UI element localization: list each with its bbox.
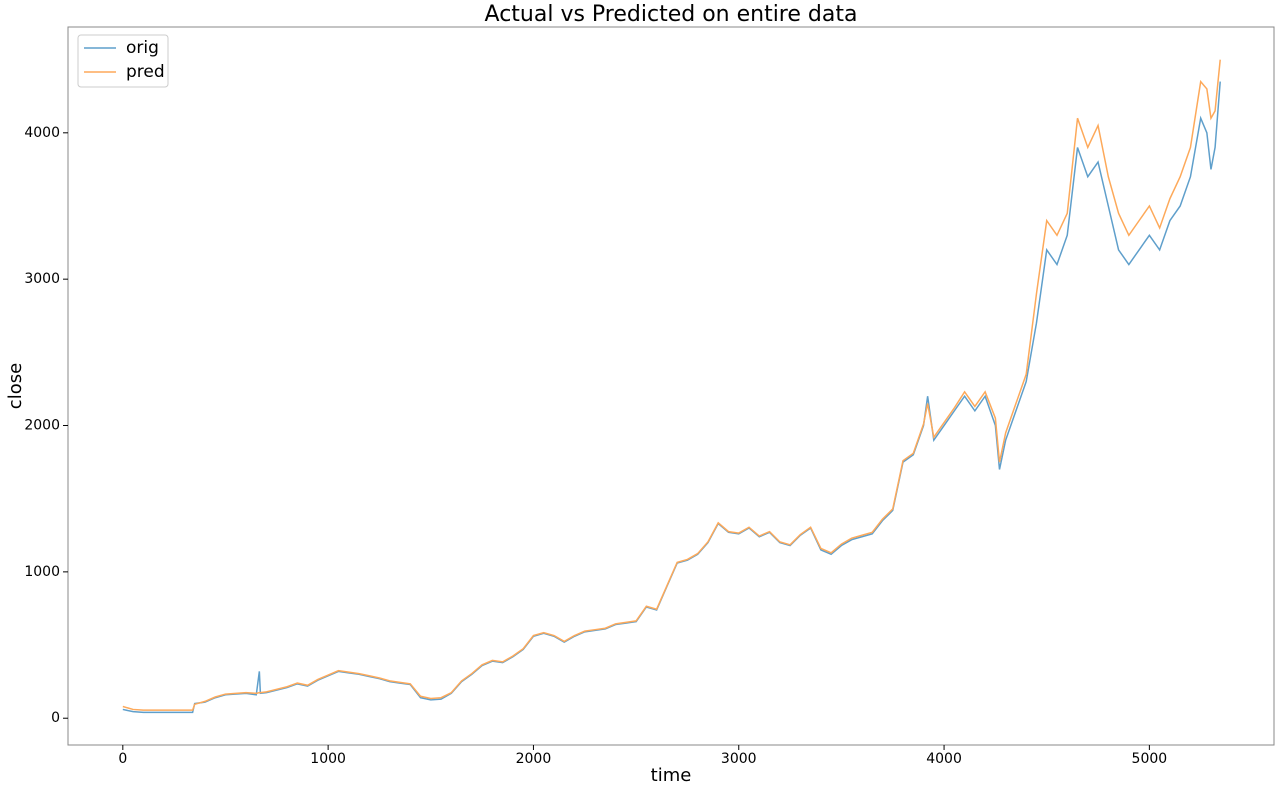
x-tick-label: 0 (118, 751, 127, 767)
x-tick-label: 5000 (1132, 751, 1168, 767)
series-line (122, 81, 1221, 714)
y-tick-label: 0 (51, 710, 60, 726)
y-axis-label: close (5, 363, 26, 409)
y-tick-label: 3000 (24, 271, 60, 287)
legend-label: orig (126, 38, 159, 58)
y-tick-label: 1000 (24, 564, 60, 580)
plot-frame (67, 26, 1275, 746)
x-axis-label: time (651, 765, 692, 786)
x-tick-label: 1000 (310, 751, 346, 767)
legend-label: pred (126, 62, 165, 82)
chart-title: Actual vs Predicted on entire data (485, 2, 858, 27)
y-tick-label: 4000 (24, 125, 60, 141)
y-tick-label: 2000 (24, 418, 60, 434)
series-line (122, 59, 1221, 711)
x-tick-label: 3000 (721, 751, 757, 767)
x-tick-label: 4000 (926, 751, 962, 767)
x-tick-label: 2000 (516, 751, 552, 767)
